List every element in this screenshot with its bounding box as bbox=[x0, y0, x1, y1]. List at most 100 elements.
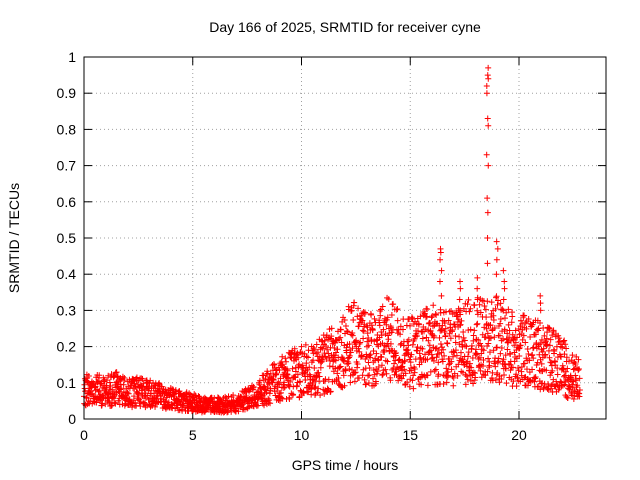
data-point bbox=[427, 327, 434, 334]
data-point bbox=[372, 355, 379, 362]
data-point bbox=[356, 374, 363, 381]
data-point bbox=[359, 327, 366, 334]
data-point bbox=[341, 382, 348, 389]
data-point bbox=[394, 306, 401, 313]
data-point bbox=[346, 366, 353, 373]
x-tick-label: 10 bbox=[294, 427, 310, 443]
data-point bbox=[506, 334, 513, 341]
data-point bbox=[478, 350, 485, 357]
data-point bbox=[455, 361, 462, 368]
data-point bbox=[472, 374, 479, 381]
data-point bbox=[498, 345, 505, 352]
data-point bbox=[344, 328, 351, 335]
data-point bbox=[484, 72, 491, 79]
data-point bbox=[549, 332, 556, 339]
data-point bbox=[575, 356, 582, 363]
data-point bbox=[569, 352, 576, 359]
data-point bbox=[448, 358, 455, 365]
data-point bbox=[125, 390, 132, 397]
data-point bbox=[351, 378, 358, 385]
data-point bbox=[517, 342, 524, 349]
data-point bbox=[513, 371, 520, 378]
data-point bbox=[561, 351, 568, 358]
data-point bbox=[520, 332, 527, 339]
data-point bbox=[457, 278, 464, 285]
data-point bbox=[525, 315, 532, 322]
data-point bbox=[523, 325, 530, 332]
data-point bbox=[561, 337, 568, 344]
data-point bbox=[441, 320, 448, 327]
data-point bbox=[482, 334, 489, 341]
data-point bbox=[436, 334, 443, 341]
data-point bbox=[502, 365, 509, 372]
data-point bbox=[92, 383, 99, 390]
data-point bbox=[359, 372, 366, 379]
data-point bbox=[102, 401, 109, 408]
data-point bbox=[325, 376, 332, 383]
data-point bbox=[562, 378, 569, 385]
data-point bbox=[567, 374, 574, 381]
data-point bbox=[559, 344, 566, 351]
data-point bbox=[371, 315, 378, 322]
data-point bbox=[293, 382, 300, 389]
data-point bbox=[96, 387, 103, 394]
data-point bbox=[375, 357, 382, 364]
data-point bbox=[244, 404, 251, 411]
data-point bbox=[327, 388, 334, 395]
data-point bbox=[498, 375, 505, 382]
data-point bbox=[349, 366, 356, 373]
data-point bbox=[426, 342, 433, 349]
data-point bbox=[507, 351, 514, 358]
data-point bbox=[563, 393, 570, 400]
data-point bbox=[450, 353, 457, 360]
data-point bbox=[410, 372, 417, 379]
data-point bbox=[467, 326, 474, 333]
data-point bbox=[320, 354, 327, 361]
data-point bbox=[527, 334, 534, 341]
data-point bbox=[230, 392, 237, 399]
data-point bbox=[373, 370, 380, 377]
data-point bbox=[424, 306, 431, 313]
data-point bbox=[314, 349, 321, 356]
data-point bbox=[440, 381, 447, 388]
data-point bbox=[462, 381, 469, 388]
data-point bbox=[359, 317, 366, 324]
data-point bbox=[369, 327, 376, 334]
data-point bbox=[418, 359, 425, 366]
data-point bbox=[537, 307, 544, 314]
data-point bbox=[255, 402, 261, 409]
data-point bbox=[529, 366, 536, 373]
data-point bbox=[526, 357, 533, 364]
data-point bbox=[509, 313, 516, 320]
data-point bbox=[428, 314, 435, 321]
data-point bbox=[454, 372, 461, 379]
data-point bbox=[308, 385, 315, 392]
data-point bbox=[363, 381, 370, 388]
data-point bbox=[283, 358, 290, 365]
data-point bbox=[530, 344, 537, 351]
data-point bbox=[452, 339, 459, 346]
data-point bbox=[521, 360, 528, 367]
grid-layer bbox=[84, 57, 606, 419]
data-point bbox=[397, 323, 404, 330]
data-point bbox=[423, 334, 430, 341]
data-point bbox=[351, 299, 358, 306]
data-point bbox=[424, 356, 431, 363]
data-point bbox=[400, 326, 406, 333]
data-point bbox=[563, 345, 570, 352]
data-point bbox=[461, 337, 468, 344]
data-point bbox=[480, 347, 487, 354]
data-point bbox=[573, 376, 580, 383]
data-point bbox=[447, 335, 454, 342]
data-point bbox=[393, 306, 400, 313]
data-point bbox=[469, 354, 476, 361]
data-point bbox=[118, 385, 125, 392]
data-point bbox=[359, 310, 366, 317]
data-point bbox=[262, 375, 269, 382]
data-point bbox=[492, 377, 499, 384]
data-point bbox=[467, 305, 474, 312]
data-point bbox=[505, 306, 512, 313]
data-point bbox=[280, 384, 287, 391]
data-point bbox=[501, 372, 508, 379]
data-point bbox=[492, 305, 499, 312]
